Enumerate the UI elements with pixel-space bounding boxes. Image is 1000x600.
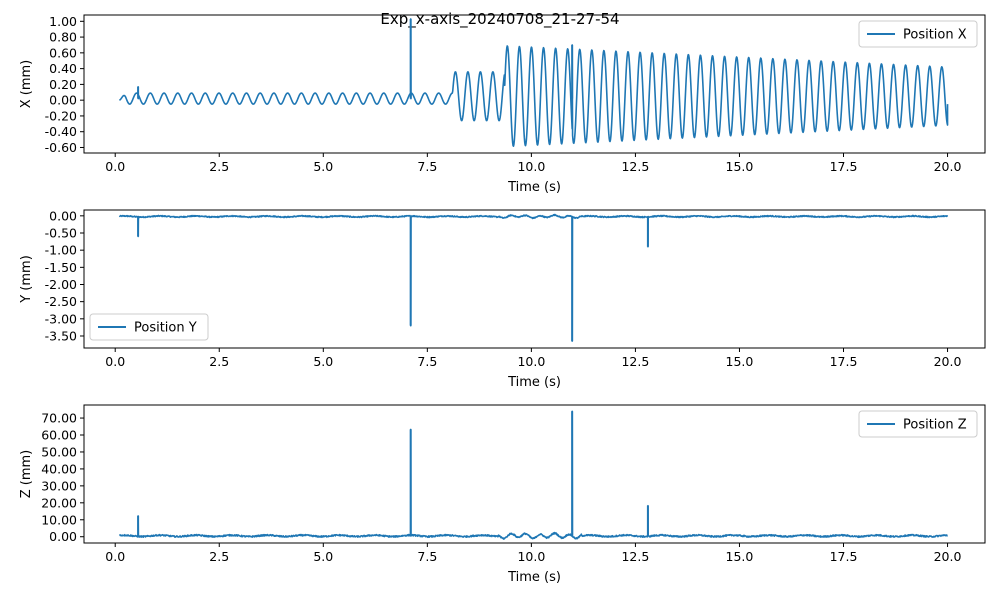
ytick-label-x: 0.20	[49, 77, 77, 92]
x-axis-label-x: Time (s)	[507, 180, 561, 195]
ytick-label-x: 0.80	[49, 30, 77, 45]
subplot-position-y: 0.0 2.5 5.0 7.5 10.0 12.5 15.0 17.5 20.0 0.00 -0.5…	[19, 208, 986, 390]
y-axis-label-y: Y (mm)	[19, 255, 34, 304]
ytick-label-x: 0.60	[49, 45, 77, 60]
xtick-label-z: 17.5	[830, 549, 858, 564]
ytick-label-y: -1.50	[45, 260, 77, 275]
ytick-label-z: 60.00	[41, 428, 77, 443]
subplot-position-x: 0.0 2.5 5.0 7.5 10.0 12.5 15.0 17.5 20.0 1.000.80…	[19, 14, 986, 195]
ytick-label-z: 30.00	[41, 478, 77, 493]
legend-y: Position Y	[89, 313, 209, 341]
legend-label-x: Position X	[903, 28, 967, 43]
ytick-label-y: -3.50	[45, 328, 77, 343]
xtick-label-y: 15.0	[726, 354, 754, 369]
legend-label-y: Position Y	[134, 321, 197, 336]
ytick-label-y: 0.00	[49, 208, 77, 223]
x-axis-label-y: Time (s)	[507, 375, 561, 390]
ytick-label-z: 50.00	[41, 444, 77, 459]
ytick-label-x: 0.00	[49, 93, 77, 108]
ytick-label-z: 20.00	[41, 495, 77, 510]
y-axis-label-z: Z (mm)	[19, 450, 34, 499]
ytick-label-y: -2.50	[45, 294, 77, 309]
ytick-label-x: 1.00	[49, 14, 77, 29]
series-line-position-z	[118, 410, 948, 540]
ytick-label-y: -3.00	[45, 311, 77, 326]
xtick-label-y: 20.0	[934, 354, 962, 369]
xtick-label-z: 0.0	[105, 549, 125, 564]
xtick-label-z: 15.0	[726, 549, 754, 564]
xtick-label-x: 10.0	[517, 159, 545, 174]
xtick-label-x: 5.0	[313, 159, 333, 174]
series-line-position-x	[118, 18, 949, 147]
xtick-label-y: 5.0	[313, 354, 333, 369]
ytick-label-x: 0.40	[49, 61, 77, 76]
legend-z: Position Z	[858, 410, 978, 438]
ytick-label-y: -0.50	[45, 226, 77, 241]
xtick-label-y: 7.5	[417, 354, 437, 369]
ytick-label-z: 0.00	[49, 529, 77, 544]
axes-frame-z	[83, 404, 986, 544]
xtick-label-z: 2.5	[209, 549, 229, 564]
xtick-label-x: 15.0	[726, 159, 754, 174]
ytick-label-y: -1.00	[45, 243, 77, 258]
legend-x: Position X	[858, 20, 978, 48]
xtick-label-x: 17.5	[830, 159, 858, 174]
x-axis-label-z: Time (s)	[507, 570, 561, 585]
ytick-label-x: -0.60	[45, 140, 77, 155]
xtick-label-y: 0.0	[105, 354, 125, 369]
xtick-label-y: 12.5	[621, 354, 649, 369]
xtick-label-x: 0.0	[105, 159, 125, 174]
legend-label-z: Position Z	[903, 418, 967, 433]
axes-frame-y	[83, 209, 986, 349]
xtick-label-z: 20.0	[934, 549, 962, 564]
ytick-label-x: -0.40	[45, 124, 77, 139]
figure-title: Exp_x-axis_20240708_21-27-54	[380, 10, 619, 29]
xtick-label-x: 12.5	[621, 159, 649, 174]
xtick-label-y: 17.5	[830, 354, 858, 369]
series-line-position-y	[118, 213, 949, 342]
ytick-label-z: 40.00	[41, 461, 77, 476]
xtick-label-y: 10.0	[517, 354, 545, 369]
ytick-label-z: 10.00	[41, 512, 77, 527]
y-axis-label-x: X (mm)	[19, 60, 34, 109]
ytick-label-z: 70.00	[41, 411, 77, 426]
ytick-label-y: -2.00	[45, 277, 77, 292]
ytick-label-x: -0.20	[45, 108, 77, 123]
xtick-label-x: 20.0	[934, 159, 962, 174]
subplot-position-z: 0.0 2.5 5.0 7.5 10.0 12.5 15.0 17.5 20.0 70.00 60.…	[19, 404, 986, 585]
xtick-label-x: 2.5	[209, 159, 229, 174]
xtick-label-z: 10.0	[517, 549, 545, 564]
xtick-label-z: 7.5	[417, 549, 437, 564]
xtick-label-z: 5.0	[313, 549, 333, 564]
xtick-label-x: 7.5	[417, 159, 437, 174]
xtick-label-z: 12.5	[621, 549, 649, 564]
xtick-label-y: 2.5	[209, 354, 229, 369]
